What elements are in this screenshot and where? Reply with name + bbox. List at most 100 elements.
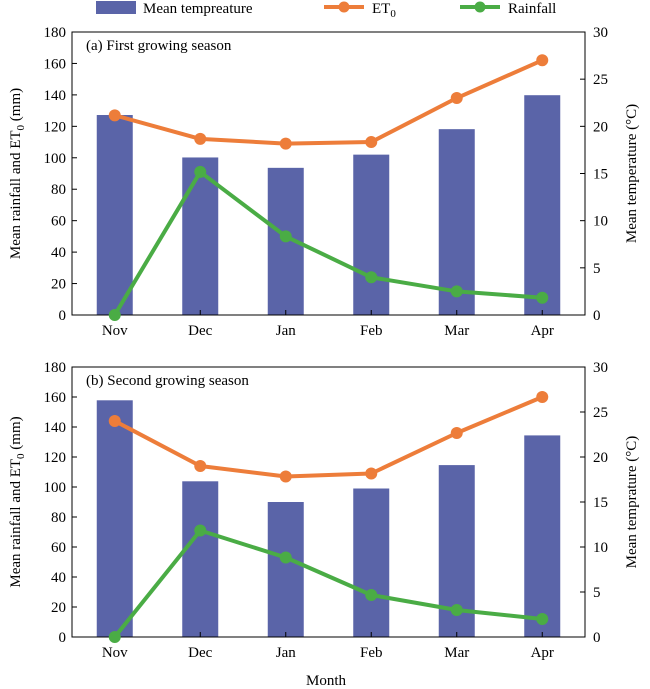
rainfall-point (536, 613, 548, 625)
right-tick-label: 5 (593, 261, 601, 277)
right-tick-label: 0 (593, 630, 601, 646)
left-tick-label: 40 (51, 570, 66, 586)
rainfall-point (451, 285, 463, 297)
temp-bar (524, 435, 560, 637)
x-tick-label: Apr (531, 323, 554, 339)
legend: Mean tempreature ET0 Rainfall (96, 1, 556, 20)
dual-panel-chart: Mean tempreature ET0 Rainfall 0 20 40 60 80 1… (0, 0, 650, 689)
right-tick-label: 30 (593, 25, 608, 41)
rainfall-line (115, 172, 543, 315)
left-tick-label: 80 (51, 182, 66, 198)
right-tick-label: 25 (593, 72, 608, 88)
x-tick-label: Nov (102, 645, 128, 661)
right-axis-title: Mean temprature (°C) (624, 436, 640, 569)
et0-point (536, 391, 548, 403)
x-tick-label: Jan (276, 323, 296, 339)
rainfall-line (115, 531, 543, 638)
rainfall-point (451, 604, 463, 616)
x-tick-label: Feb (360, 645, 383, 661)
legend-rain-marker (475, 2, 486, 13)
panel-first-season: 0 20 40 60 80 100 120 140 160 180 0 5 10 15 20 25 30 Nov D… (8, 25, 640, 339)
left-tick-label: 160 (44, 56, 67, 72)
left-tick-label: 100 (44, 480, 67, 496)
rainfall-point (280, 230, 292, 242)
left-tick-label: 0 (59, 308, 67, 324)
right-tick-label: 15 (593, 167, 608, 183)
x-tick-label: Dec (188, 645, 212, 661)
legend-temp-swatch (96, 1, 136, 14)
et0-line (115, 397, 543, 477)
rainfall-point (365, 589, 377, 601)
right-tick-label: 25 (593, 405, 608, 421)
rainfall-point (536, 292, 548, 304)
temp-bar (524, 95, 560, 315)
et0-line (115, 60, 543, 143)
temp-bar (97, 400, 133, 637)
et0-point (109, 415, 121, 427)
right-tick-label: 20 (593, 450, 608, 466)
right-tick-label: 15 (593, 495, 608, 511)
left-tick-label: 40 (51, 245, 66, 261)
left-tick-label: 160 (44, 390, 67, 406)
rainfall-point (194, 525, 206, 537)
rainfall-point (280, 552, 292, 564)
legend-rain-label: Rainfall (508, 1, 556, 17)
right-tick-label: 10 (593, 214, 608, 230)
et0-point (451, 92, 463, 104)
left-axis-title: Mean rainfall and ET0 (mm) (8, 416, 27, 587)
rainfall-point (194, 166, 206, 178)
x-tick-label: Mar (444, 323, 469, 339)
x-tick-label: Apr (531, 645, 554, 661)
x-tick-label: Dec (188, 323, 212, 339)
panel-title: (a) First growing season (86, 38, 232, 54)
temp-bar (353, 489, 389, 638)
et0-point (280, 471, 292, 483)
temp-bar (97, 115, 133, 315)
left-tick-label: 60 (51, 214, 66, 230)
temp-bar (182, 481, 218, 637)
et0-point (536, 54, 548, 66)
et0-point (365, 136, 377, 148)
right-tick-label: 10 (593, 540, 608, 556)
et0-point (365, 468, 377, 480)
legend-et0-label: ET0 (372, 1, 396, 20)
x-tick-label: Nov (102, 323, 128, 339)
legend-et0-marker (339, 2, 350, 13)
x-tick-label: Mar (444, 645, 469, 661)
left-tick-label: 120 (44, 450, 67, 466)
right-tick-label: 20 (593, 119, 608, 135)
legend-temp-label: Mean tempreature (143, 1, 253, 17)
right-tick-label: 5 (593, 585, 601, 601)
legend-et0-sub: 0 (390, 8, 396, 20)
left-tick-label: 180 (44, 25, 67, 41)
x-tick-label: Feb (360, 323, 383, 339)
et0-point (451, 427, 463, 439)
temp-bar (353, 155, 389, 315)
et0-point (109, 109, 121, 121)
left-tick-label: 100 (44, 151, 67, 167)
left-tick-label: 0 (59, 630, 67, 646)
rainfall-point (109, 631, 121, 643)
left-axis-title: Mean rainfall and ET0 (mm) (8, 88, 27, 259)
temp-bar (268, 502, 304, 637)
et0-point (194, 460, 206, 472)
left-tick-label: 180 (44, 360, 67, 376)
et0-point (280, 138, 292, 150)
left-tick-label: 120 (44, 119, 67, 135)
left-tick-label: 20 (51, 277, 66, 293)
left-tick-label: 140 (44, 88, 67, 104)
left-tick-label: 60 (51, 540, 66, 556)
left-tick-label: 20 (51, 600, 66, 616)
left-tick-label: 80 (51, 510, 66, 526)
x-tick-label: Jan (276, 645, 296, 661)
right-tick-label: 30 (593, 360, 608, 376)
panel-title: (b) Second growing season (86, 373, 249, 389)
right-tick-label: 0 (593, 308, 601, 324)
panel-second-season: 0 20 40 60 80 100 120 140 160 180 0 5 10 15 20 25 30 Nov D… (8, 360, 640, 661)
rainfall-point (109, 309, 121, 321)
left-tick-label: 140 (44, 420, 67, 436)
x-axis-title: Month (306, 673, 347, 689)
right-axis-title: Mean temperature (°C) (624, 104, 640, 243)
et0-point (194, 133, 206, 145)
rainfall-point (365, 271, 377, 283)
